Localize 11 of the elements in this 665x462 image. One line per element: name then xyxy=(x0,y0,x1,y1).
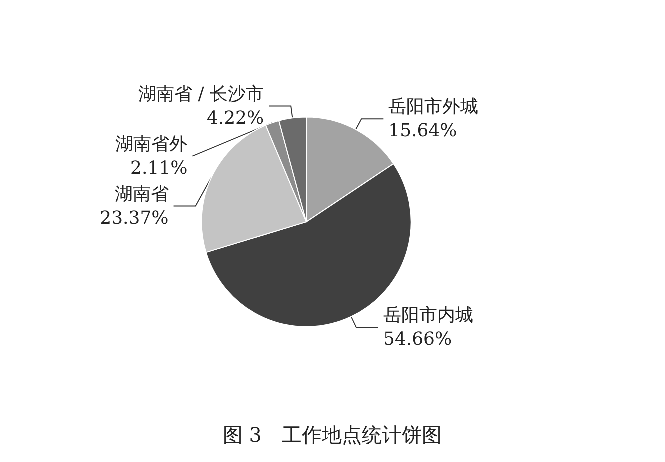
data-label: 15.64% xyxy=(388,120,458,142)
slice-label: 湖南省 / 长沙市 xyxy=(138,84,264,105)
data-label: 23.37% xyxy=(100,208,169,229)
data-label: 2.11% xyxy=(130,158,188,179)
slice-label: 岳阳市内城 xyxy=(383,305,474,326)
data-label: 54.66% xyxy=(383,329,452,350)
text: 图 3 工作地点统计饼图 xyxy=(222,423,442,447)
slice-label: 湖南省外 xyxy=(116,134,188,155)
slice-label: 湖南省 xyxy=(114,184,169,205)
data-label: 4.22% xyxy=(206,108,264,129)
slice-label: 岳阳市外城 xyxy=(388,96,479,118)
